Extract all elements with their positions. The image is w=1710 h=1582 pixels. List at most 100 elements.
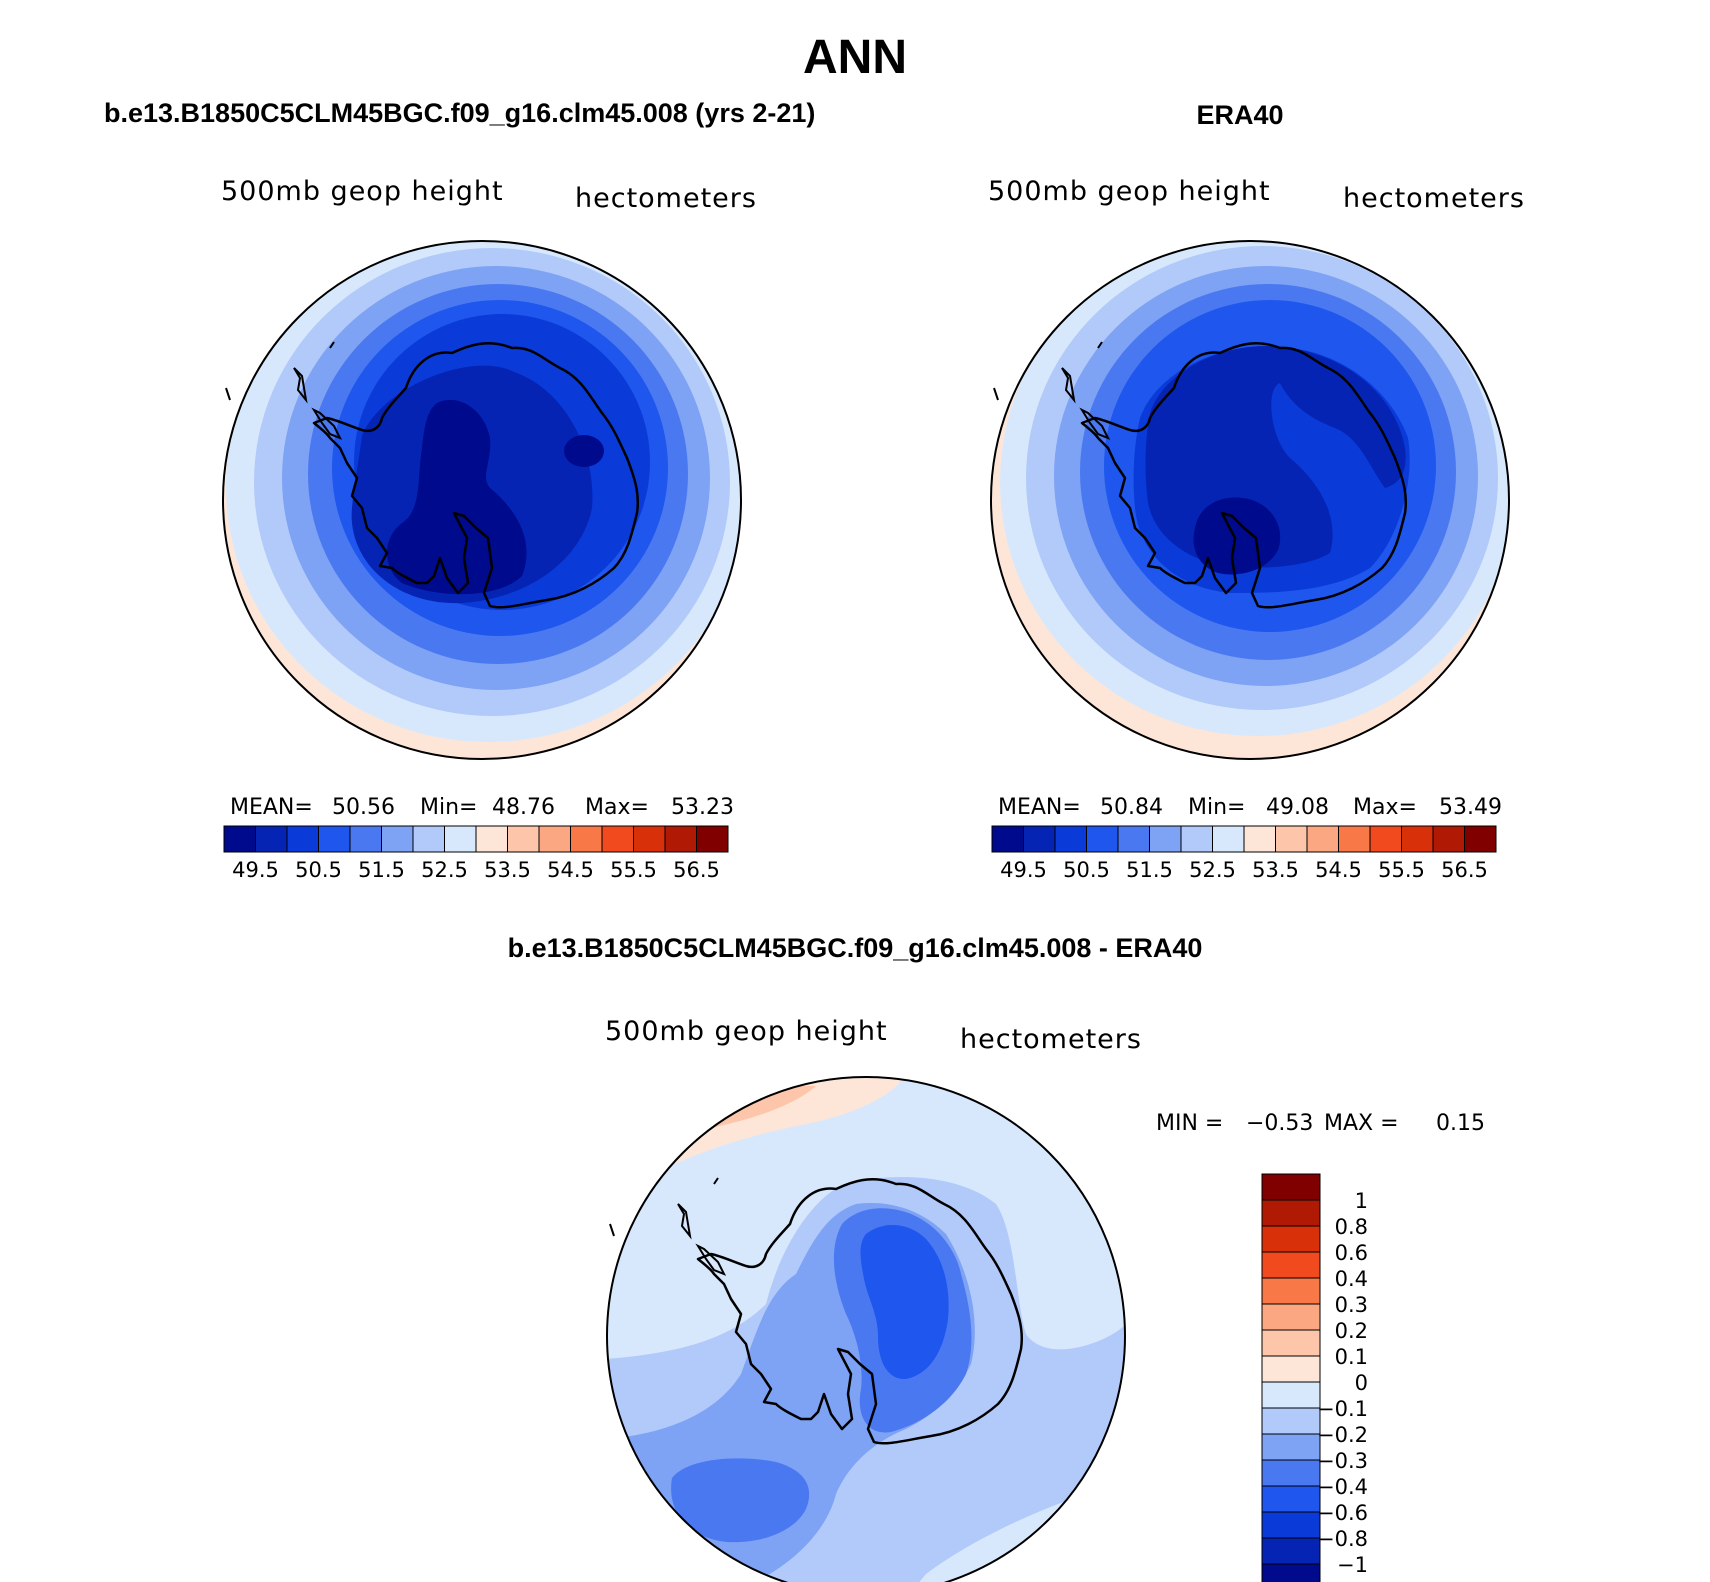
colorbar-swatch bbox=[223, 825, 256, 853]
colorbar-tick-label: 0.1 bbox=[1335, 1345, 1368, 1369]
colorbar-swatch bbox=[1261, 1355, 1321, 1383]
panel3-left-label: 500mb geop height bbox=[605, 1016, 888, 1047]
colorbar-tick-label: 55.5 bbox=[1378, 858, 1425, 882]
panel1-title: b.e13.B1850C5CLM45BGC.f09_g16.clm45.008 … bbox=[104, 98, 816, 128]
colorbar-swatch bbox=[318, 825, 351, 853]
island-coastline bbox=[1097, 341, 1103, 349]
colorbar-swatch bbox=[1261, 1173, 1321, 1201]
colorbar-swatch bbox=[1261, 1485, 1321, 1513]
panel2-title: ERA40 bbox=[1196, 100, 1284, 130]
colorbar-tick-label: 0.3 bbox=[1335, 1293, 1368, 1317]
colorbar-tick-label: 53.5 bbox=[484, 858, 531, 882]
colorbar-tick-label: 54.5 bbox=[1315, 858, 1362, 882]
colorbar-swatch bbox=[1275, 825, 1308, 853]
colorbar-swatch bbox=[1054, 825, 1087, 853]
colorbar-swatch bbox=[633, 825, 666, 853]
colorbar-tick-label: 55.5 bbox=[610, 858, 657, 882]
colorbar-swatch bbox=[349, 825, 382, 853]
colorbar-swatch bbox=[412, 825, 445, 853]
island-coastline bbox=[677, 1203, 692, 1240]
colorbar-swatch bbox=[601, 825, 634, 853]
colorbar-swatch bbox=[1464, 825, 1497, 853]
colorbar-swatch bbox=[1261, 1381, 1321, 1409]
panel3-max-value: 0.15 bbox=[1436, 1111, 1485, 1136]
island-coastline bbox=[293, 367, 308, 404]
colorbar-swatch bbox=[444, 825, 477, 853]
colorbar-swatch bbox=[1180, 825, 1213, 853]
colorbar-swatch bbox=[1261, 1407, 1321, 1435]
island-coastline bbox=[713, 1177, 719, 1185]
panel2-min-value: 49.08 bbox=[1266, 795, 1329, 820]
colorbar-swatch bbox=[570, 825, 603, 853]
panel1-max-value: 53.23 bbox=[671, 795, 734, 820]
colorbar-tick-label: 50.5 bbox=[295, 858, 342, 882]
panel1-max-label: Max= bbox=[585, 795, 649, 820]
colorbar-swatch bbox=[381, 825, 414, 853]
panel2-right-label: hectometers bbox=[1343, 183, 1525, 214]
colorbar-tick-label: 0.2 bbox=[1335, 1319, 1368, 1343]
panel3-title: b.e13.B1850C5CLM45BGC.f09_g16.clm45.008 … bbox=[507, 933, 1203, 963]
panel2-map bbox=[990, 240, 1510, 760]
colorbar-swatch bbox=[1261, 1459, 1321, 1487]
contour-band bbox=[860, 1224, 949, 1380]
panel2-max-value: 53.49 bbox=[1439, 795, 1502, 820]
colorbar-tick-label: 52.5 bbox=[1189, 858, 1236, 882]
colorbar-swatch bbox=[1261, 1303, 1321, 1331]
panel3-colorbar: 10.80.60.40.30.20.10−0.1−0.2−0.3−0.4−0.6… bbox=[1261, 1173, 1368, 1582]
colorbar-tick-label: 0.8 bbox=[1335, 1215, 1368, 1239]
colorbar-swatch bbox=[1401, 825, 1434, 853]
colorbar-swatch bbox=[1261, 1225, 1321, 1253]
panel1-left-label: 500mb geop height bbox=[221, 176, 504, 207]
panel1-map bbox=[222, 240, 742, 760]
colorbar-swatch bbox=[538, 825, 571, 853]
colorbar-swatch bbox=[1432, 825, 1465, 853]
colorbar-swatch bbox=[1369, 825, 1402, 853]
panel2-max-label: Max= bbox=[1353, 795, 1417, 820]
panel2-colorbar: 49.5 50.5 51.5 52.5 53.5 54.5 55.5 56.5 bbox=[991, 825, 1497, 882]
island-coastline bbox=[225, 387, 231, 401]
colorbar-swatch bbox=[991, 825, 1024, 853]
colorbar-tick-label: 1 bbox=[1355, 1189, 1368, 1213]
colorbar-swatch bbox=[1117, 825, 1150, 853]
colorbar-tick-label: 56.5 bbox=[1441, 858, 1488, 882]
contour-band bbox=[387, 399, 527, 595]
panel1-colorbar: 49.5 50.5 51.5 52.5 53.5 54.5 55.5 56.5 bbox=[223, 825, 729, 882]
colorbar-tick-label: 54.5 bbox=[547, 858, 594, 882]
panel2-mean-label: MEAN= bbox=[998, 795, 1081, 820]
island-coastline bbox=[993, 387, 999, 401]
colorbar-tick-label: −0.4 bbox=[1317, 1475, 1368, 1499]
colorbar-swatch bbox=[664, 825, 697, 853]
colorbar-tick-label: −0.6 bbox=[1317, 1501, 1368, 1525]
colorbar-swatch bbox=[475, 825, 508, 853]
colorbar-swatch bbox=[696, 825, 729, 853]
colorbar-tick-label: −0.8 bbox=[1317, 1527, 1368, 1551]
colorbar-swatch bbox=[1261, 1277, 1321, 1305]
panel3-min-label: MIN = bbox=[1156, 1111, 1224, 1136]
panel2-mean-value: 50.84 bbox=[1100, 795, 1163, 820]
colorbar-swatch bbox=[1212, 825, 1245, 853]
contour-band bbox=[564, 435, 604, 467]
colorbar-tick-label: −0.3 bbox=[1317, 1449, 1368, 1473]
colorbar-swatch bbox=[286, 825, 319, 853]
colorbar-swatch bbox=[1149, 825, 1182, 853]
colorbar-tick-label: 56.5 bbox=[673, 858, 720, 882]
colorbar-tick-label: 52.5 bbox=[421, 858, 468, 882]
colorbar-swatch bbox=[1261, 1511, 1321, 1539]
colorbar-swatch bbox=[1261, 1199, 1321, 1227]
island-coastline bbox=[609, 1223, 615, 1237]
antarctica-coastline bbox=[696, 1178, 1023, 1445]
colorbar-swatch bbox=[1261, 1563, 1321, 1582]
panel2-left-label: 500mb geop height bbox=[988, 176, 1271, 207]
colorbar-tick-label: 53.5 bbox=[1252, 858, 1299, 882]
island-coastline bbox=[329, 341, 335, 349]
antarctic-peninsula-coastline bbox=[311, 407, 343, 440]
island-coastline bbox=[1061, 367, 1076, 404]
panel1-min-value: 48.76 bbox=[492, 795, 555, 820]
map-boundary bbox=[990, 240, 1510, 760]
colorbar-swatch bbox=[1338, 825, 1371, 853]
panel2-min-label: Min= bbox=[1188, 795, 1246, 820]
panel3-max-label: MAX = bbox=[1324, 1111, 1399, 1136]
panel1-mean-label: MEAN= bbox=[230, 795, 313, 820]
colorbar-swatch bbox=[255, 825, 288, 853]
panel1-min-label: Min= bbox=[420, 795, 478, 820]
